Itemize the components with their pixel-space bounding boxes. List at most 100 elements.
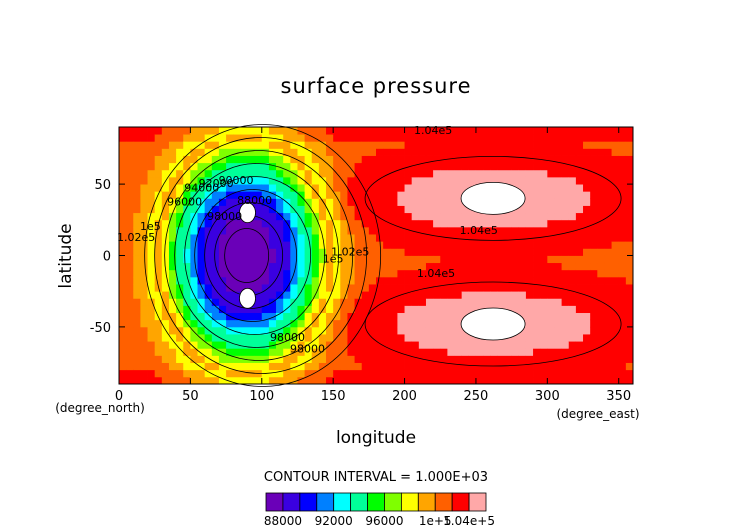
heat-cell: [318, 376, 327, 385]
heat-cell: [575, 162, 584, 171]
heat-cell: [483, 348, 491, 356]
heat-cell: [597, 305, 605, 314]
heat-cell: [440, 162, 448, 171]
heat-cell: [454, 241, 463, 249]
heat-cell: [176, 162, 184, 171]
heat-cell: [604, 205, 612, 214]
colorbar-label: 88000: [264, 514, 302, 528]
heat-cell: [454, 369, 463, 378]
heat-cell: [247, 262, 256, 271]
heat-cell: [161, 219, 170, 228]
heat-cell: [390, 176, 398, 185]
heat-cell: [254, 291, 263, 299]
heat-cell: [318, 298, 327, 306]
heat-cell: [504, 219, 513, 228]
heat-cell: [425, 248, 434, 256]
heat-cell: [425, 312, 434, 321]
heat-cell: [433, 334, 441, 342]
heat-cell: [590, 219, 598, 228]
heat-cell: [525, 355, 534, 363]
heat-cell: [204, 319, 213, 328]
heat-cell: [504, 284, 513, 292]
heat-cell: [326, 312, 334, 321]
heat-cell: [347, 205, 355, 214]
heat-cell: [511, 348, 520, 356]
heat-cell: [547, 319, 555, 328]
heat-cell: [383, 169, 391, 178]
heat-cell: [311, 341, 320, 349]
heat-cell: [504, 127, 513, 135]
heat-cell: [333, 155, 341, 164]
heat-cell: [390, 341, 398, 349]
heat-cell: [568, 155, 577, 164]
heat-cell: [161, 319, 170, 328]
heat-cell: [233, 191, 241, 199]
heat-cell: [333, 219, 341, 228]
colorbar-swatch: [316, 492, 335, 512]
heat-cell: [154, 205, 163, 214]
heat-cell: [525, 291, 534, 299]
heat-cell: [597, 155, 605, 164]
heat-cell: [533, 255, 541, 264]
heat-cell: [318, 184, 327, 192]
heat-cell: [418, 148, 427, 156]
heat-cell: [561, 355, 570, 363]
heat-cell: [447, 341, 455, 349]
heat-cell: [440, 326, 448, 335]
heat-cell: [468, 348, 477, 356]
heat-cell: [411, 162, 420, 171]
heat-cell: [147, 376, 156, 385]
heat-cell: [497, 155, 505, 164]
colorbar: [265, 492, 487, 512]
heat-cell: [475, 262, 484, 271]
heat-cell: [497, 262, 505, 271]
heat-cell: [497, 348, 505, 356]
heat-cell: [354, 376, 363, 385]
heat-cell: [597, 269, 605, 278]
heat-cell: [311, 334, 320, 342]
heat-cell: [268, 184, 277, 192]
heat-cell: [383, 305, 391, 314]
heat-cell: [497, 248, 505, 256]
heat-cell: [561, 184, 570, 192]
heat-cell: [433, 212, 441, 221]
heat-cell: [418, 341, 427, 349]
heat-cell: [147, 212, 156, 221]
heat-cell: [561, 234, 570, 242]
heat-cell: [126, 176, 134, 185]
heat-cell: [575, 319, 584, 328]
heat-cell: [304, 198, 313, 206]
heat-cell: [226, 326, 234, 335]
heat-cell: [218, 355, 227, 363]
heat-cell: [397, 298, 405, 306]
heat-cell: [226, 155, 234, 164]
heat-cell: [340, 262, 348, 271]
heat-cell: [561, 326, 570, 335]
heat-cell: [168, 141, 177, 149]
heat-cell: [226, 198, 234, 206]
heat-cell: [433, 184, 441, 192]
heat-cell: [397, 234, 405, 242]
heat-cell: [440, 234, 448, 242]
heat-cell: [254, 184, 263, 192]
heat-cell: [404, 241, 413, 249]
heat-cell: [233, 248, 241, 256]
heat-cell: [447, 148, 455, 156]
heat-cell: [326, 348, 334, 356]
heat-cell: [376, 348, 384, 356]
heat-cell: [119, 234, 127, 242]
heat-cell: [147, 284, 156, 292]
heat-cell: [133, 312, 141, 321]
heat-cell: [268, 205, 277, 214]
heat-cell: [347, 141, 355, 149]
heat-cell: [540, 134, 548, 142]
heat-cell: [297, 248, 306, 256]
heat-cell: [475, 219, 484, 228]
heat-cell: [211, 162, 220, 171]
heat-cell: [418, 326, 427, 335]
heat-cell: [240, 348, 248, 356]
heat-cell: [411, 298, 420, 306]
heat-cell: [383, 141, 391, 149]
heat-cell: [354, 341, 363, 349]
heat-cell: [604, 369, 612, 378]
